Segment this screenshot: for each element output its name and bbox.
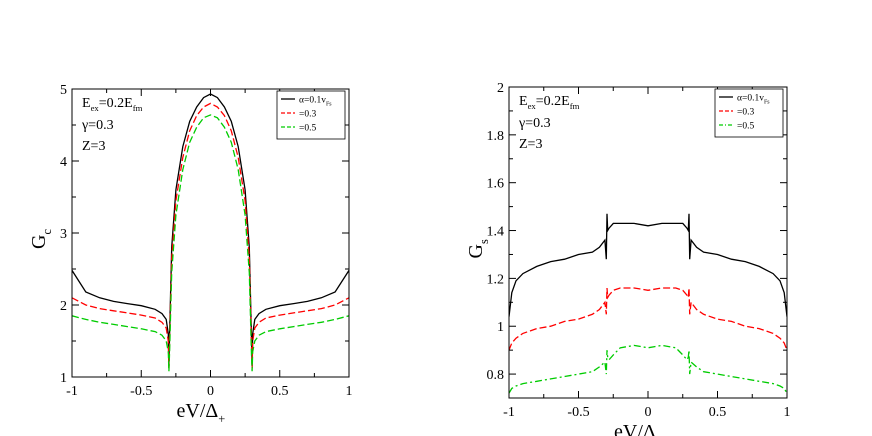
- y-tick-label: 5: [60, 83, 67, 98]
- legend-label-3: =0.5: [299, 124, 316, 134]
- x-tick-label: 0.5: [709, 405, 727, 420]
- x-tick-label: 0.5: [271, 384, 289, 399]
- param-exchange-energy: Eex=0.2Efm: [82, 96, 143, 113]
- y-tick-label: 0.8: [487, 368, 505, 383]
- x-axis-label: eV/Δ+: [614, 421, 663, 436]
- y-tick-label: 2: [497, 81, 504, 96]
- x-tick-label: -1: [503, 405, 515, 420]
- x-axis-label: eV/Δ+: [177, 400, 226, 426]
- y-tick-label: 1: [60, 371, 67, 386]
- chart-2: -1 -0.5 0 0.5 1 0.8 1 1.2 1.4 1.6 1.8 2 eV/Δ+ Gs Eex=0…: [465, 81, 791, 436]
- x-tick-label: 0: [645, 405, 652, 420]
- x-tick-label: 0: [207, 384, 214, 399]
- series-line-3: [509, 344, 787, 394]
- y-tick-label: 1.2: [487, 272, 505, 287]
- legend-label-1: α=0.1vFs: [737, 94, 770, 106]
- legend-label-2: =0.3: [299, 110, 316, 120]
- series-line-3: [72, 114, 349, 372]
- y-axis-label-group: Gs: [465, 239, 491, 258]
- y-tick-label: 1.4: [487, 225, 505, 240]
- x-tick-label: -0.5: [567, 405, 589, 420]
- legend-label-2: =0.3: [737, 108, 754, 118]
- series-line-2: [509, 287, 787, 351]
- x-tick-label: -0.5: [130, 384, 152, 399]
- param-gamma: γ=0.3: [518, 116, 551, 131]
- y-tick-label: 1.8: [487, 129, 505, 144]
- y-tick-label: 3: [60, 227, 67, 242]
- param-gamma: γ=0.3: [81, 118, 114, 133]
- param-z: Z=3: [82, 139, 105, 154]
- series-line-2: [72, 102, 349, 369]
- param-exchange-energy: Eex=0.2Efm: [519, 94, 580, 111]
- y-tick-label: 4: [60, 155, 67, 170]
- y-axis-label: Gc: [28, 229, 54, 249]
- x-tick-label: 1: [346, 384, 353, 399]
- legend-label-3: =0.5: [737, 122, 754, 132]
- y-axis-label: Gs: [465, 239, 491, 258]
- x-tick-label: -1: [66, 384, 78, 399]
- series-line-1: [509, 213, 787, 317]
- x-tick-label: 1: [784, 405, 791, 420]
- y-tick-label: 1: [497, 320, 504, 335]
- legend-label-1: α=0.1vFs: [299, 96, 332, 108]
- chart-1: -1 -0.5 0 0.5 1 1 2 3 4 5 eV/Δ+ Gc Eex=0.2Efm γ=0.3 Z=…: [28, 83, 353, 426]
- param-z: Z=3: [519, 137, 542, 152]
- y-tick-label: 1.6: [487, 177, 505, 192]
- y-axis-label-group: Gc: [28, 229, 54, 249]
- y-tick-label: 2: [60, 299, 67, 314]
